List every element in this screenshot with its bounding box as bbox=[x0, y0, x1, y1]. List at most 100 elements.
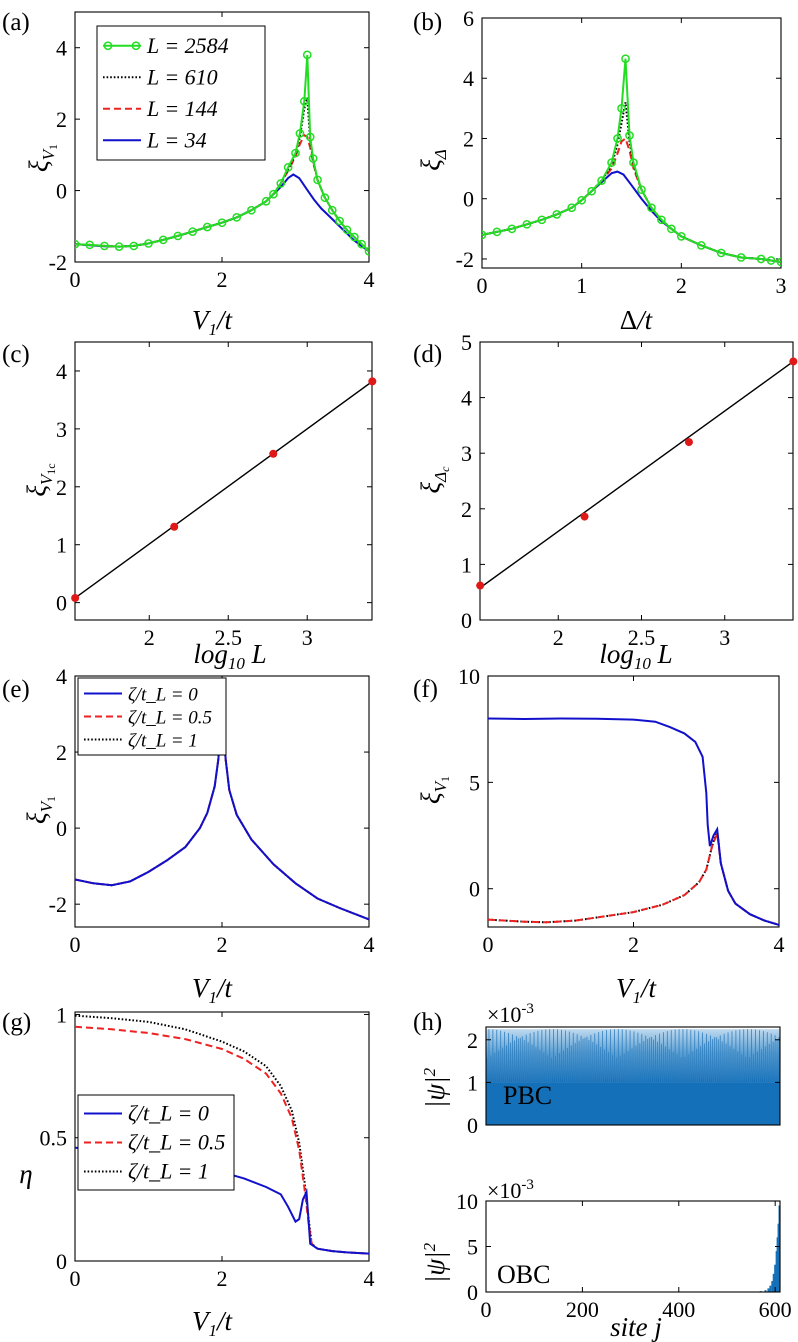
pbc-fill bbox=[486, 1082, 780, 1125]
axes-box bbox=[74, 341, 373, 621]
series-marker bbox=[776, 257, 781, 267]
x-tick-label: 2 bbox=[628, 932, 639, 957]
y-tick-label: 10 bbox=[458, 664, 480, 689]
legend-label: L = 144 bbox=[146, 96, 218, 121]
ylabel-h-pbc: |ψ|2 bbox=[420, 1067, 450, 1108]
xlabel-a: V1/t bbox=[192, 305, 234, 339]
x-tick-label: 3 bbox=[302, 625, 313, 650]
series-marker bbox=[276, 179, 286, 188]
series-marker bbox=[75, 239, 80, 249]
x-tick-label: 2 bbox=[217, 1266, 228, 1291]
legend-label: ζ/t_L = 0.5 bbox=[128, 708, 212, 729]
y-tick-label: 1 bbox=[461, 552, 472, 577]
series-marker bbox=[617, 104, 626, 113]
data-point bbox=[476, 581, 485, 590]
series-marker bbox=[232, 213, 242, 222]
series-marker bbox=[567, 203, 577, 213]
series-marker bbox=[736, 253, 746, 262]
x-tick-label: 0 bbox=[481, 1297, 492, 1322]
series-marker bbox=[364, 246, 369, 256]
series-marker bbox=[217, 218, 227, 228]
obc-label: OBC bbox=[497, 1260, 550, 1289]
x-tick-label: 3 bbox=[776, 273, 787, 298]
data-point bbox=[789, 357, 798, 366]
series-marker bbox=[629, 158, 638, 167]
xlabel-b: Δ/t bbox=[620, 305, 654, 335]
y-tick-label: 1 bbox=[467, 1070, 478, 1095]
panel-labels: (a) (b) (c) (d) (e) (f) (g) (h) bbox=[2, 9, 442, 1036]
y-tick-label: 0 bbox=[461, 608, 472, 633]
x-tick-label: 4 bbox=[364, 1266, 375, 1291]
legend-box bbox=[96, 25, 266, 161]
x-tick-label: 4 bbox=[364, 267, 375, 292]
data-point bbox=[71, 593, 80, 602]
data-point bbox=[580, 512, 589, 521]
ylabel-a: ξV1 bbox=[24, 144, 60, 172]
y-tick-label: -2 bbox=[456, 247, 474, 272]
xlabel-g: V1/t bbox=[192, 1306, 234, 1340]
ylabel-f: ξV1 bbox=[416, 776, 452, 804]
panel-g: 0 2 4 0 0.5 1 ζ/t_L = 0 ζ/t_L = 0.5 ζ/t_L = 1 bbox=[40, 1002, 375, 1291]
series-marker bbox=[621, 54, 630, 64]
x-tick-label: 0 bbox=[70, 267, 81, 292]
series-marker bbox=[696, 241, 706, 250]
panel-f: 0 2 4 0 5 10 bbox=[458, 664, 785, 957]
legend-box bbox=[77, 677, 227, 756]
panel-label-f: (f) bbox=[413, 676, 438, 703]
x-tick-label: 0 bbox=[483, 932, 494, 957]
panel-label-a: (a) bbox=[2, 9, 30, 36]
y-tick-label: 0 bbox=[467, 1113, 478, 1138]
series-marker bbox=[756, 254, 766, 264]
multiplier-h-pbc: ×10-3 bbox=[487, 1001, 534, 1027]
ylabel-b: ξΔ bbox=[416, 149, 450, 171]
series-marker bbox=[537, 215, 547, 225]
x-tick-label: 200 bbox=[566, 1297, 599, 1322]
series-marker bbox=[313, 175, 322, 185]
data-point bbox=[684, 438, 693, 447]
series-marker bbox=[144, 239, 153, 248]
series-marker bbox=[587, 186, 596, 196]
fit-line bbox=[74, 380, 373, 599]
legend-label: L = 610 bbox=[146, 64, 218, 89]
series-marker bbox=[552, 210, 562, 219]
legend-label: L = 34 bbox=[146, 127, 207, 152]
series-line bbox=[482, 136, 781, 263]
y-tick-label: 0.5 bbox=[40, 1126, 68, 1151]
panel-label-b: (b) bbox=[413, 9, 442, 36]
series-line bbox=[482, 170, 781, 263]
series-marker bbox=[357, 239, 366, 249]
y-tick-label: 4 bbox=[56, 36, 67, 61]
y-tick-label: 2 bbox=[56, 107, 67, 132]
y-tick-label: 4 bbox=[463, 66, 474, 91]
ylabel-d: ξΔc bbox=[416, 466, 452, 494]
y-tick-label: 0 bbox=[469, 877, 480, 902]
y-tick-label: 5 bbox=[461, 330, 472, 355]
series-marker bbox=[507, 224, 517, 234]
y-tick-label: 1 bbox=[56, 533, 67, 558]
axes-box bbox=[479, 341, 794, 621]
panel-h: 0 1 2 PBC 0 200 400 600 0 5 10 OBC bbox=[456, 1026, 792, 1322]
series-marker bbox=[577, 195, 587, 205]
series-marker bbox=[302, 50, 312, 60]
series-marker bbox=[492, 227, 502, 237]
legend-label: ζ/t_L = 1 bbox=[128, 1159, 209, 1184]
series-marker bbox=[637, 185, 646, 195]
series-line bbox=[488, 717, 779, 926]
y-tick-label: 2 bbox=[461, 497, 472, 522]
series-marker bbox=[349, 232, 359, 242]
series-marker bbox=[657, 215, 666, 225]
y-tick-label: 4 bbox=[56, 664, 67, 689]
x-tick-label: 2 bbox=[144, 625, 155, 650]
series-marker bbox=[676, 232, 686, 241]
series-marker bbox=[283, 163, 293, 172]
xlabel-h: site j bbox=[610, 1312, 662, 1342]
y-tick-label: 1 bbox=[56, 1002, 67, 1027]
y-tick-label: 3 bbox=[461, 441, 472, 466]
y-tick-label: 4 bbox=[461, 386, 472, 411]
pbc-oscillation-band bbox=[486, 1029, 780, 1083]
data-point bbox=[170, 522, 179, 531]
